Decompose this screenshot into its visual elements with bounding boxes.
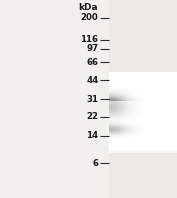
Text: kDa: kDa: [79, 3, 98, 12]
Text: 44: 44: [86, 76, 99, 85]
Text: 6: 6: [93, 159, 99, 168]
Text: 200: 200: [81, 13, 99, 22]
Text: 14: 14: [86, 131, 99, 140]
FancyBboxPatch shape: [109, 0, 177, 198]
Text: 97: 97: [86, 44, 99, 53]
Text: 22: 22: [87, 112, 99, 121]
Text: 31: 31: [87, 94, 99, 104]
Text: 66: 66: [87, 58, 99, 67]
Text: 116: 116: [81, 35, 99, 44]
